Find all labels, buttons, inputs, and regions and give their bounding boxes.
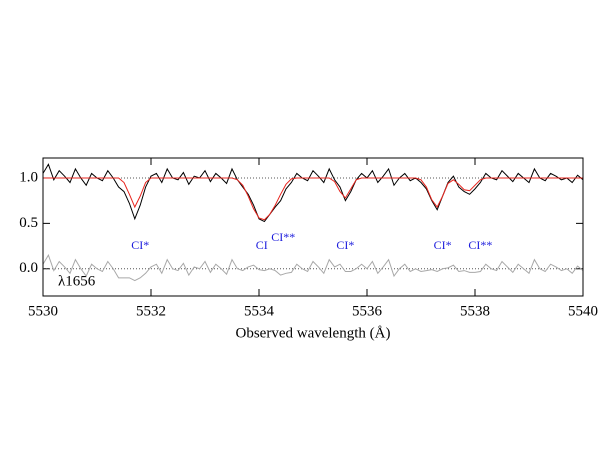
plot-frame xyxy=(42,157,584,297)
series-line xyxy=(43,163,583,223)
line-label: CI* xyxy=(131,238,149,252)
plot-area xyxy=(43,163,583,282)
line-label: CI* xyxy=(336,238,354,252)
x-tick-label: 5540 xyxy=(568,303,598,319)
x-tick-label: 5536 xyxy=(352,303,383,319)
line-label: CI* xyxy=(434,238,452,252)
x-tick-label: 5534 xyxy=(244,303,275,319)
x-tick-label: 5530 xyxy=(28,303,58,319)
y-tick-label: 0.0 xyxy=(19,260,38,276)
series-line xyxy=(43,177,583,221)
line-label: CI** xyxy=(468,238,492,252)
x-tick-label: 5532 xyxy=(136,303,166,319)
annotation: λ1656 xyxy=(58,273,96,289)
series-line xyxy=(43,253,583,282)
line-label: CI xyxy=(256,238,268,252)
x-axis-label: Observed wavelength (Å) xyxy=(236,325,391,341)
y-tick-label: 1.0 xyxy=(19,169,38,185)
x-tick-label: 5538 xyxy=(460,303,490,319)
y-tick-label: 0.5 xyxy=(19,215,38,231)
line-label: CI** xyxy=(271,230,295,244)
